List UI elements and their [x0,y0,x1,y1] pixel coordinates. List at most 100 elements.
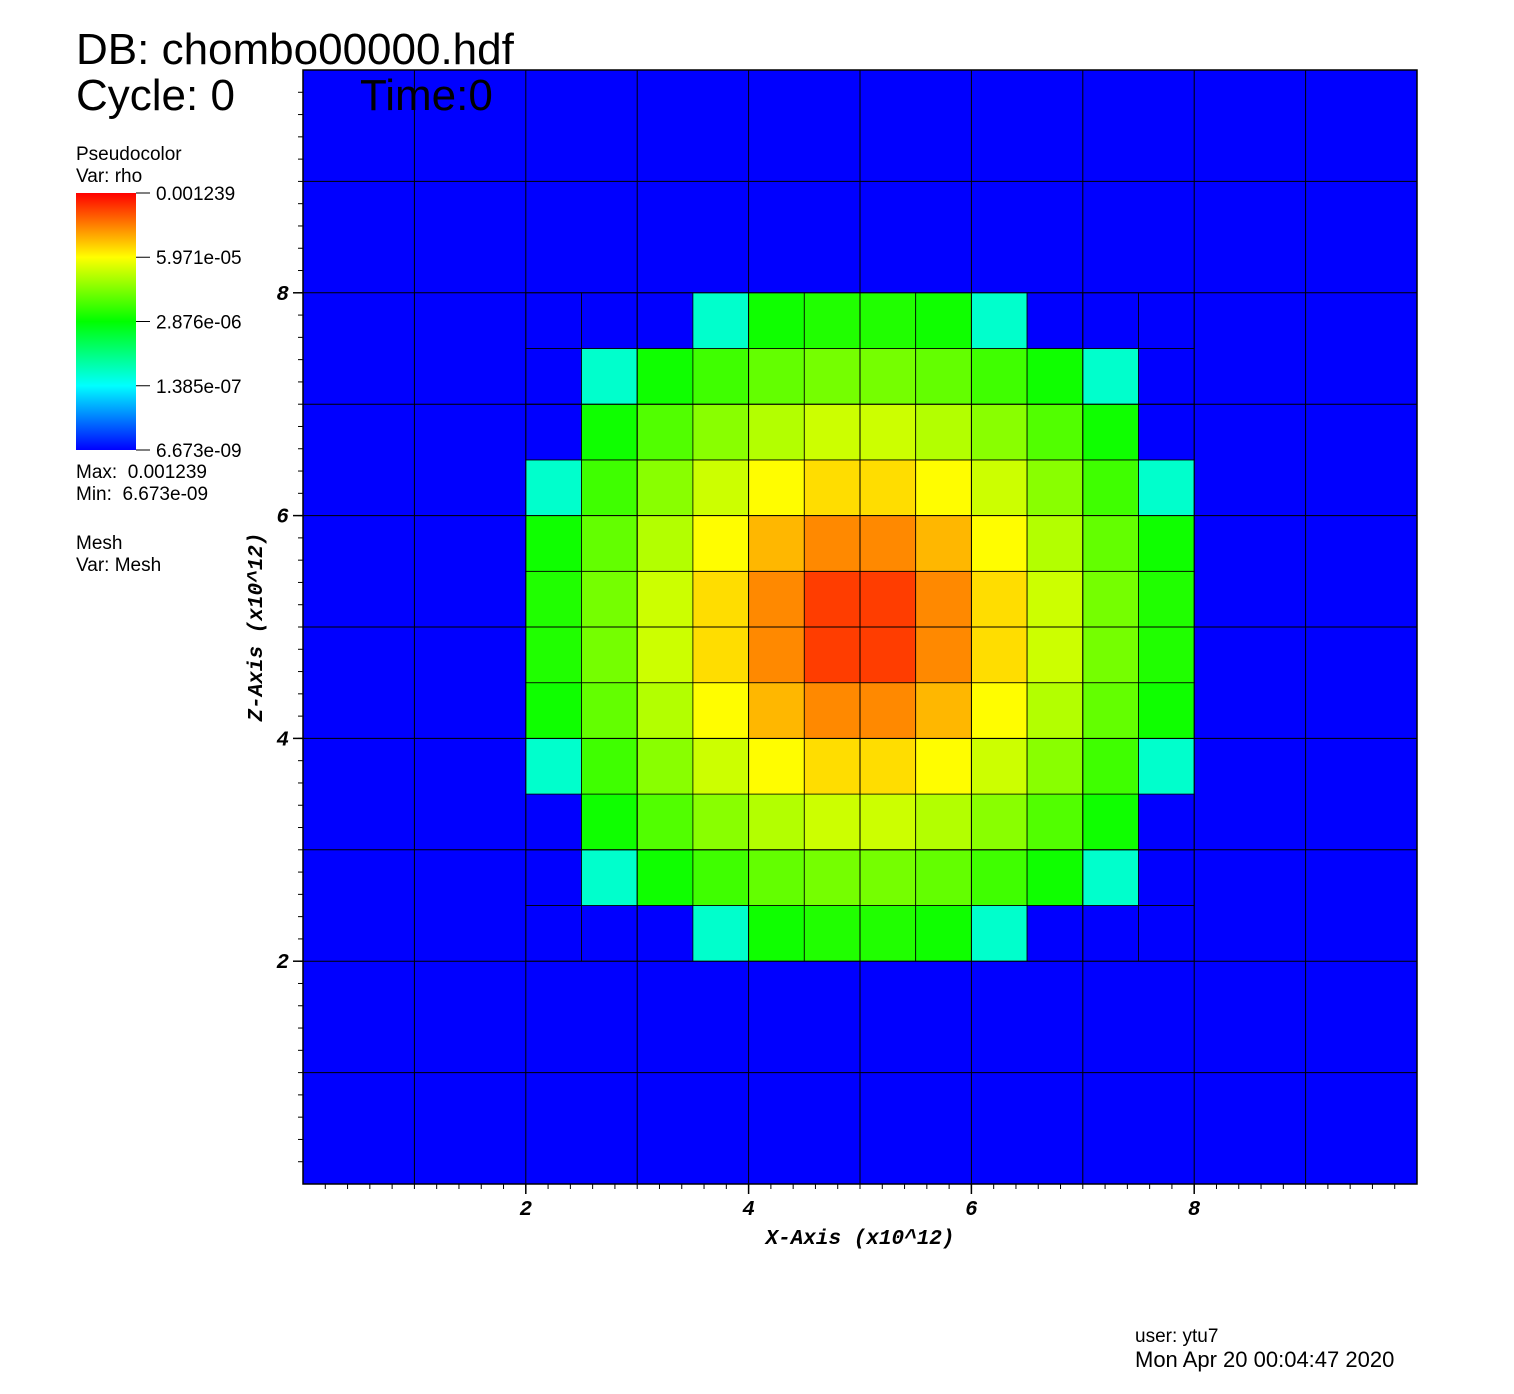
cell [971,292,1028,349]
cell [971,403,1028,461]
cell [748,459,805,516]
y-tick-label: 2 [276,952,289,975]
colorbar [76,193,136,450]
cell [803,849,861,906]
cell [971,849,1028,906]
cell [581,905,638,962]
cell [636,292,694,349]
cell [1026,515,1084,572]
x-tick-label: 8 [1188,1199,1201,1222]
cell [581,626,638,684]
cell [581,570,638,628]
cell [748,403,805,461]
cell [1026,793,1084,851]
cell [859,292,917,349]
cell [581,515,638,572]
cell [1026,626,1084,684]
cell [803,515,861,572]
cell [803,793,861,851]
cell [525,292,582,349]
footer-date: Mon Apr 20 00:04:47 2020 [1135,1347,1394,1372]
cell [636,348,694,405]
cell [525,793,582,851]
cell [1138,348,1195,405]
cell [803,905,861,962]
cell [1138,682,1195,739]
cell [1026,292,1084,349]
cell [803,459,861,516]
x-tick-label: 2 [519,1199,532,1222]
colorbar-tick-label: 1.385e-07 [156,377,242,398]
plot-area [302,69,1418,1185]
x-tick-label: 4 [742,1199,755,1222]
legend-mesh-var: Var: Mesh [76,555,161,576]
cell [915,348,972,405]
legend-min: Min: 6.673e-09 [76,484,208,505]
cell [525,459,582,516]
cell [692,738,750,795]
cell [581,459,638,516]
cell [636,626,694,684]
cell [636,403,694,461]
cell [581,738,638,795]
cell [915,793,972,851]
cell [692,292,750,349]
cell [748,515,805,572]
y-tick-label: 8 [276,284,289,307]
cell [1026,738,1084,795]
cell [692,348,750,405]
cell [581,682,638,739]
cell [915,403,972,461]
cell [636,738,694,795]
cell [636,570,694,628]
cell [581,849,638,906]
cell [1082,515,1139,572]
cell [803,682,861,739]
y-tick-label: 4 [276,729,289,752]
cell [525,348,582,405]
cell [1082,682,1139,739]
cell [803,292,861,349]
cell [915,292,972,349]
cell [1138,292,1195,349]
cell [748,292,805,349]
cell [971,682,1028,739]
cell [915,738,972,795]
y-tick-label: 6 [276,507,289,530]
cell [803,570,861,628]
db-title: DB: chombo00000.hdf [76,25,515,74]
cell [859,738,917,795]
legend-mesh: Mesh [76,533,122,554]
cell [1138,459,1195,516]
cell [915,849,972,906]
y-axis-label: Z-Axis (x10^12) [246,532,269,722]
cell [803,403,861,461]
cell [803,738,861,795]
cell [692,793,750,851]
cell [748,905,805,962]
colorbar-tick-label: 0.001239 [156,184,235,205]
cell [971,905,1028,962]
cell [692,682,750,739]
cell [748,793,805,851]
cell [915,515,972,572]
time-label: Time:0 [360,71,493,120]
cell [1082,459,1139,516]
cell [692,515,750,572]
cell [1026,570,1084,628]
cell [971,348,1028,405]
cell [1082,738,1139,795]
cycle-label: Cycle: 0 [76,71,235,120]
cell [581,348,638,405]
cell [971,515,1028,572]
cell [859,459,917,516]
cell [748,849,805,906]
cell [1138,849,1195,906]
cell [859,905,917,962]
colorbar-tick-label: 2.876e-06 [156,312,242,333]
cell [1138,626,1195,684]
cell [971,626,1028,684]
cell [971,570,1028,628]
cell [915,459,972,516]
cell [915,905,972,962]
